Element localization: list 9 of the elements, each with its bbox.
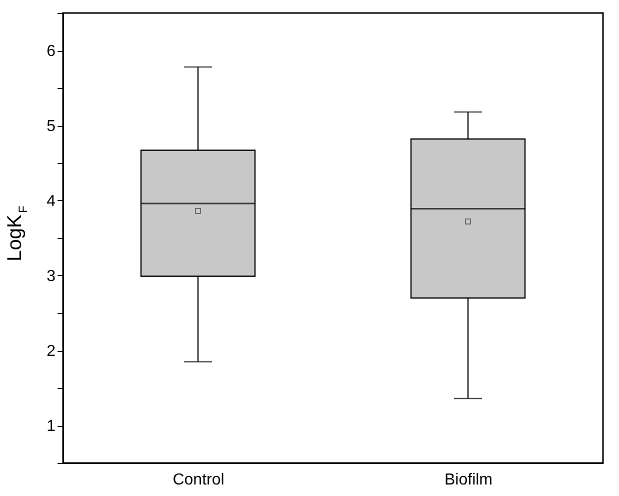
y-tick-label: 5 bbox=[46, 118, 56, 135]
y-tick-label: 6 bbox=[46, 43, 56, 60]
x-tick-label: Biofilm bbox=[444, 472, 493, 488]
y-axis-title: LogKF bbox=[4, 206, 30, 262]
y-tick-label: 1 bbox=[46, 418, 56, 435]
y-tick-label: 2 bbox=[46, 343, 56, 360]
y-tick-label: 3 bbox=[46, 268, 56, 285]
y-tick-label: 4 bbox=[46, 193, 56, 210]
x-tick-label: Control bbox=[172, 472, 224, 488]
